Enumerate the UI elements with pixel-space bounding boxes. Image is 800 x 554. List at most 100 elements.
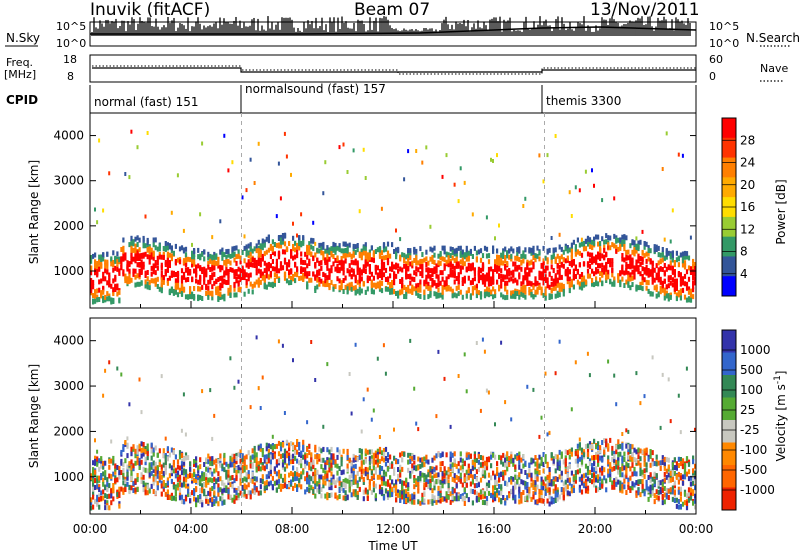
heatmap-cell bbox=[500, 498, 503, 503]
heatmap-cell bbox=[393, 470, 396, 476]
heatmap-cell bbox=[106, 494, 109, 500]
heatmap-cell bbox=[692, 284, 695, 290]
heatmap-cell bbox=[370, 271, 373, 277]
heatmap-cell bbox=[160, 285, 163, 291]
heatmap-cell bbox=[399, 279, 402, 284]
heatmap-cell bbox=[140, 459, 143, 465]
heatmap-cell bbox=[378, 252, 382, 258]
heatmap-cell bbox=[498, 454, 501, 460]
heatmap-cell bbox=[326, 492, 329, 498]
heatmap-cell bbox=[451, 489, 454, 495]
heatmap-cell bbox=[437, 490, 440, 496]
heatmap-cell bbox=[421, 499, 424, 505]
heatmap-cell bbox=[595, 254, 598, 260]
heatmap-cell bbox=[423, 456, 426, 462]
heatmap-cell bbox=[417, 267, 420, 273]
heatmap-cell bbox=[356, 279, 359, 285]
heatmap-cell bbox=[629, 243, 632, 249]
heatmap-cell bbox=[469, 488, 472, 494]
heatmap-cell bbox=[182, 392, 185, 397]
heatmap-cell bbox=[92, 504, 95, 510]
heatmap-cell bbox=[514, 261, 517, 267]
heatmap-cell bbox=[524, 289, 527, 295]
heatmap-cell bbox=[572, 274, 575, 280]
heatmap-cell bbox=[227, 248, 230, 254]
heatmap-cell bbox=[657, 277, 660, 283]
heatmap-cell bbox=[389, 283, 392, 289]
heatmap-cell bbox=[665, 284, 668, 290]
heatmap-cell bbox=[275, 459, 278, 465]
heatmap-cell bbox=[399, 464, 402, 470]
heatmap-cell bbox=[593, 236, 596, 242]
heatmap-cell bbox=[348, 285, 351, 291]
heatmap-cell bbox=[532, 249, 535, 255]
heatmap-cell bbox=[475, 476, 478, 482]
heatmap-cell bbox=[542, 179, 545, 184]
heatmap-cell bbox=[358, 290, 361, 296]
heatmap-cell bbox=[445, 280, 448, 286]
heatmap-cell bbox=[382, 451, 386, 457]
heatmap-cell bbox=[152, 480, 155, 486]
heatmap-cell bbox=[413, 454, 416, 460]
heatmap-cell bbox=[172, 484, 175, 490]
heatmap-cell bbox=[102, 464, 105, 470]
heatmap-cell bbox=[249, 257, 252, 263]
heatmap-cell bbox=[174, 243, 177, 249]
heatmap-cell bbox=[197, 285, 200, 291]
heatmap-cell bbox=[384, 446, 388, 452]
heatmap-cell bbox=[504, 454, 507, 460]
heatmap-cell bbox=[621, 266, 624, 272]
heatmap-cell bbox=[451, 476, 454, 482]
heatmap-cell bbox=[225, 474, 228, 480]
heatmap-cell bbox=[263, 481, 266, 487]
heatmap-cell bbox=[380, 263, 384, 269]
heatmap-cell bbox=[599, 247, 602, 253]
heatmap-cell bbox=[641, 277, 644, 282]
heatmap-cell bbox=[98, 287, 101, 293]
heatmap-cell bbox=[227, 168, 230, 173]
colorbar-swatch bbox=[722, 177, 736, 198]
heatmap-cell bbox=[566, 276, 569, 281]
heatmap-cell bbox=[534, 253, 537, 259]
heatmap-cell bbox=[382, 457, 386, 463]
heatmap-cell bbox=[542, 264, 545, 270]
heatmap-cell bbox=[326, 282, 329, 287]
heatmap-cell bbox=[514, 277, 517, 283]
heatmap-cell bbox=[399, 266, 402, 272]
heatmap-cell bbox=[108, 483, 111, 489]
heatmap-cell bbox=[433, 245, 436, 251]
heatmap-cell bbox=[231, 453, 234, 459]
heatmap-cell bbox=[637, 268, 640, 274]
heatmap-cell bbox=[439, 498, 442, 504]
heatmap-cell bbox=[257, 268, 260, 274]
heatmap-cell bbox=[502, 461, 505, 467]
heatmap-cell bbox=[423, 485, 426, 491]
heatmap-cell bbox=[479, 477, 483, 483]
heatmap-cell bbox=[411, 276, 414, 282]
heatmap-cell bbox=[453, 182, 456, 187]
heatmap-cell bbox=[308, 443, 311, 449]
heatmap-cell bbox=[683, 250, 687, 256]
heatmap-cell bbox=[178, 478, 182, 484]
heatmap-cell bbox=[669, 260, 672, 266]
heatmap-cell bbox=[395, 262, 398, 268]
heatmap-cell bbox=[316, 454, 319, 460]
heatmap-cell bbox=[386, 495, 390, 500]
heatmap-cell bbox=[281, 249, 285, 255]
heatmap-cell bbox=[243, 291, 246, 297]
heatmap-cell bbox=[485, 388, 488, 393]
heatmap-cell bbox=[300, 275, 303, 281]
heatmap-cell bbox=[231, 497, 234, 503]
heatmap-cell bbox=[512, 269, 515, 275]
heatmap-cell bbox=[364, 258, 367, 264]
heatmap-cell bbox=[209, 275, 212, 280]
heatmap-cell bbox=[178, 495, 182, 501]
heatmap-cell bbox=[138, 465, 141, 470]
heatmap-cell bbox=[324, 470, 327, 476]
heatmap-cell bbox=[609, 278, 612, 284]
heatmap-cell bbox=[290, 471, 293, 476]
heatmap-cell bbox=[227, 279, 230, 285]
heatmap-cell bbox=[599, 277, 602, 283]
heatmap-cell bbox=[421, 273, 424, 279]
heatmap-cell bbox=[520, 291, 523, 297]
